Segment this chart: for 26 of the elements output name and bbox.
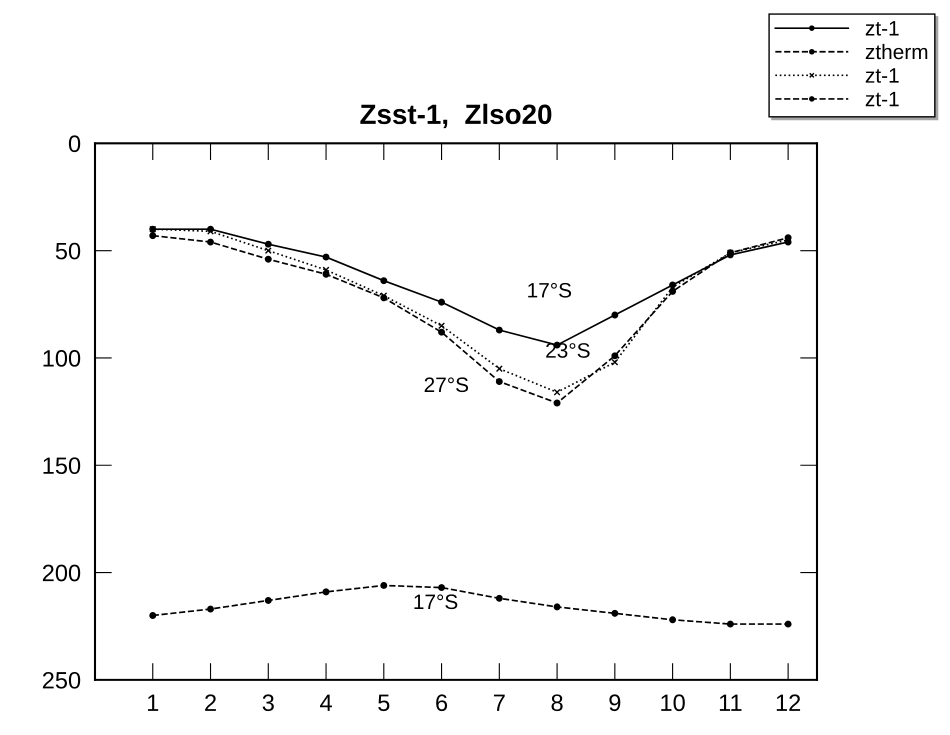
legend-label: zt-1 [866, 92, 899, 106]
y-tick-label: 100 [44, 350, 80, 367]
x-tick-label: 12 [776, 694, 800, 711]
annotation: 17°S [528, 282, 572, 298]
x-tick-label: 1 [148, 694, 158, 711]
chart-title: Zsst-1, Zlso20 [360, 104, 552, 128]
annotation: 17°S [414, 594, 458, 610]
x-tick-label: 4 [320, 694, 332, 711]
x-tick-label: 6 [436, 694, 448, 712]
y-tick-label: 200 [42, 564, 80, 582]
y-tick-label: 250 [42, 672, 80, 689]
x-tick-label: 7 [494, 694, 505, 711]
x-tick-label: 10 [661, 694, 685, 712]
legend-label: zt-1 [866, 21, 899, 36]
legend-label: ztherm [866, 44, 928, 60]
y-tick-label: 50 [56, 242, 80, 260]
x-tick-label: 9 [609, 694, 620, 712]
x-tick-label: 8 [552, 694, 563, 712]
x-tick-label: 3 [262, 694, 274, 712]
legend-label: zt-1 [866, 68, 899, 83]
x-tick-label: 11 [720, 694, 742, 711]
annotation: 27°S [424, 377, 468, 392]
x-tick-label: 5 [378, 694, 390, 712]
y-tick-label: 0 [68, 135, 80, 152]
x-tick-label: 2 [205, 694, 216, 711]
y-tick-label: 150 [44, 457, 80, 474]
